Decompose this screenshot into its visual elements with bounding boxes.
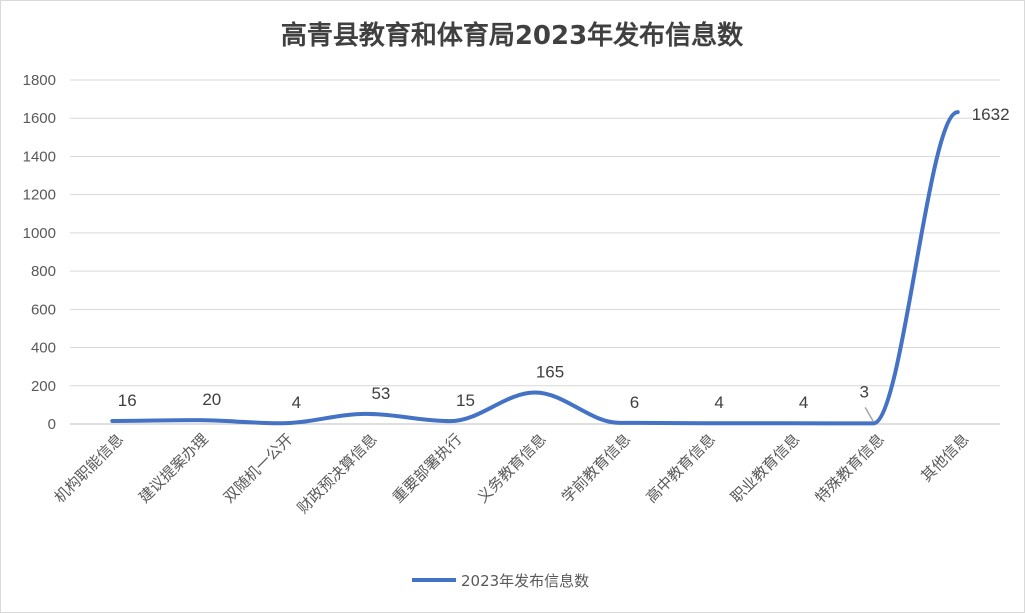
y-tick-label: 1400	[23, 148, 56, 165]
legend-label: 2023年发布信息数	[461, 572, 589, 590]
data-label: 53	[371, 384, 390, 403]
data-label: 20	[202, 390, 221, 409]
data-label: 1632	[972, 105, 1010, 124]
y-tick-label: 200	[31, 378, 56, 395]
data-label: 15	[456, 391, 475, 410]
x-tick-label: 机构职能信息	[51, 430, 127, 506]
y-tick-label: 1600	[23, 110, 56, 127]
x-tick-label: 高中教育信息	[643, 430, 719, 506]
data-label: 165	[536, 362, 564, 381]
legend: 2023年发布信息数	[412, 572, 589, 590]
x-tick-label: 财政预决算信息	[294, 430, 381, 517]
x-tick-label: 特殊教育信息	[812, 430, 888, 506]
y-tick-label: 0	[48, 416, 56, 433]
y-tick-label: 800	[31, 263, 56, 280]
data-label: 16	[118, 391, 137, 410]
data-label: 3	[859, 382, 868, 401]
x-tick-label: 重要部署执行	[389, 430, 465, 506]
data-label: 4	[714, 393, 723, 412]
x-tick-label: 其他信息	[917, 430, 972, 485]
x-tick-label: 双随机一公开	[220, 430, 296, 506]
x-tick-label: 学前教育信息	[558, 430, 634, 506]
y-tick-label: 600	[31, 301, 56, 318]
y-tick-label: 1000	[23, 225, 56, 242]
y-tick-label: 1800	[23, 72, 56, 89]
x-tick-label: 职业教育信息	[727, 430, 803, 506]
data-label: 6	[630, 393, 639, 412]
x-tick-label: 建议提案办理	[135, 430, 211, 506]
x-tick-label: 义务教育信息	[473, 430, 549, 506]
y-tick-label: 400	[31, 340, 56, 357]
chart-title: 高青县教育和体育局2023年发布信息数	[281, 20, 744, 51]
data-label: 4	[799, 393, 808, 412]
y-tick-label: 1200	[23, 187, 56, 204]
data-label: 4	[292, 393, 301, 412]
leader-line	[864, 407, 874, 422]
